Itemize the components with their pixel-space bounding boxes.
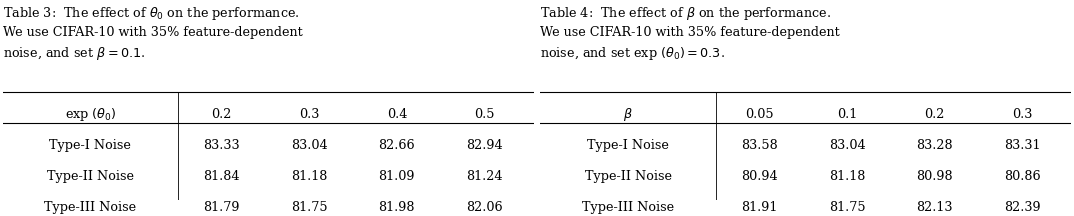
Text: 81.79: 81.79 xyxy=(203,202,240,214)
Text: 81.98: 81.98 xyxy=(379,202,416,214)
Text: Type-III Noise: Type-III Noise xyxy=(44,202,136,214)
Text: Type-II Noise: Type-II Noise xyxy=(47,170,134,183)
Text: Type-III Noise: Type-III Noise xyxy=(582,202,674,214)
Text: 81.91: 81.91 xyxy=(741,202,778,214)
Text: 81.75: 81.75 xyxy=(291,202,328,214)
Text: 83.04: 83.04 xyxy=(829,139,866,152)
Text: 83.33: 83.33 xyxy=(203,139,240,152)
Text: 81.18: 81.18 xyxy=(291,170,328,183)
Text: 0.4: 0.4 xyxy=(387,108,407,121)
Text: 0.05: 0.05 xyxy=(745,108,773,121)
Text: Type-I Noise: Type-I Noise xyxy=(49,139,131,152)
Text: 82.13: 82.13 xyxy=(916,202,953,214)
Text: 83.31: 83.31 xyxy=(1004,139,1041,152)
Text: 81.18: 81.18 xyxy=(829,170,866,183)
Text: 0.2: 0.2 xyxy=(212,108,232,121)
Text: 80.98: 80.98 xyxy=(916,170,953,183)
Text: 81.75: 81.75 xyxy=(829,202,866,214)
Text: 81.84: 81.84 xyxy=(203,170,240,183)
Text: 81.24: 81.24 xyxy=(466,170,503,183)
Text: exp $(\theta_0)$: exp $(\theta_0)$ xyxy=(64,106,116,123)
Text: 82.06: 82.06 xyxy=(466,202,503,214)
Text: 80.94: 80.94 xyxy=(741,170,778,183)
Text: Table 3:  The effect of $\theta_0$ on the performance.
We use CIFAR-10 with 35% : Table 3: The effect of $\theta_0$ on the… xyxy=(3,5,303,62)
Text: 0.3: 0.3 xyxy=(1012,108,1032,121)
Text: Type-II Noise: Type-II Noise xyxy=(584,170,671,183)
Text: 81.09: 81.09 xyxy=(379,170,416,183)
Text: 80.86: 80.86 xyxy=(1004,170,1041,183)
Text: 0.1: 0.1 xyxy=(837,108,857,121)
Text: 83.28: 83.28 xyxy=(916,139,953,152)
Text: 83.58: 83.58 xyxy=(741,139,778,152)
Text: 82.39: 82.39 xyxy=(1004,202,1041,214)
Text: Table 4:  The effect of $\beta$ on the performance.
We use CIFAR-10 with 35% fea: Table 4: The effect of $\beta$ on the pe… xyxy=(540,5,840,62)
Text: 82.66: 82.66 xyxy=(378,139,416,152)
Text: 0.3: 0.3 xyxy=(299,108,319,121)
Text: 0.5: 0.5 xyxy=(475,108,495,121)
Text: 82.94: 82.94 xyxy=(466,139,503,152)
Text: Type-I Noise: Type-I Noise xyxy=(587,139,669,152)
Text: 83.04: 83.04 xyxy=(291,139,328,152)
Text: $\beta$: $\beta$ xyxy=(623,106,633,123)
Text: 0.2: 0.2 xyxy=(925,108,945,121)
